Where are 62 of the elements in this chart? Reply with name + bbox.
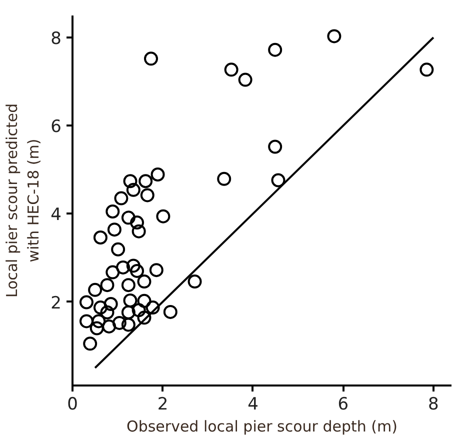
point <box>327 29 342 44</box>
point <box>156 209 170 224</box>
point <box>268 140 282 154</box>
point <box>420 62 434 77</box>
point <box>121 278 136 292</box>
point <box>79 314 94 328</box>
point <box>163 304 178 319</box>
point <box>111 242 126 256</box>
point <box>104 297 118 311</box>
x-tick-label: 0 <box>67 394 78 414</box>
point <box>100 305 114 320</box>
y-tick-label: 4 <box>50 205 62 226</box>
x-tick-label: 6 <box>338 394 349 414</box>
point <box>140 188 154 202</box>
point <box>150 168 165 182</box>
point <box>146 300 160 315</box>
x-tick-label: 2 <box>157 394 168 414</box>
point <box>107 222 122 237</box>
point <box>121 210 136 225</box>
y-axis-title: Local pier scour predicted with HEC-18 (m) <box>3 103 43 298</box>
point <box>224 62 238 77</box>
point <box>121 305 136 320</box>
point <box>92 314 106 328</box>
point <box>116 260 130 274</box>
point <box>137 294 152 308</box>
point <box>268 42 282 57</box>
point <box>238 72 252 87</box>
point <box>123 294 138 308</box>
y-tick-label: 2 <box>50 293 62 314</box>
point <box>130 216 144 230</box>
point <box>93 300 108 315</box>
point <box>271 173 286 188</box>
point <box>137 274 152 289</box>
point <box>126 258 140 273</box>
point <box>90 321 104 336</box>
point <box>132 224 146 238</box>
point <box>83 336 98 351</box>
point <box>137 310 152 325</box>
point <box>123 174 138 188</box>
point <box>106 204 120 218</box>
y-tick-label: 8 <box>50 29 62 50</box>
point <box>88 282 102 297</box>
point <box>79 295 94 310</box>
point <box>126 182 140 197</box>
point <box>144 52 158 66</box>
point <box>102 319 116 334</box>
point <box>149 263 164 278</box>
point <box>106 265 120 280</box>
point <box>93 230 108 244</box>
point <box>121 318 136 332</box>
point <box>138 174 153 188</box>
point <box>130 264 144 278</box>
x-tick-label: 4 <box>248 394 258 414</box>
point <box>114 191 128 206</box>
point <box>217 172 232 186</box>
point <box>112 316 126 330</box>
point <box>100 278 114 292</box>
y-tick-label: 6 <box>50 117 62 138</box>
point <box>132 303 146 318</box>
point <box>188 274 202 289</box>
x-tick-label: 8 <box>428 394 439 414</box>
x-axis-title: Observed local pier scour depth (m) <box>126 418 398 436</box>
